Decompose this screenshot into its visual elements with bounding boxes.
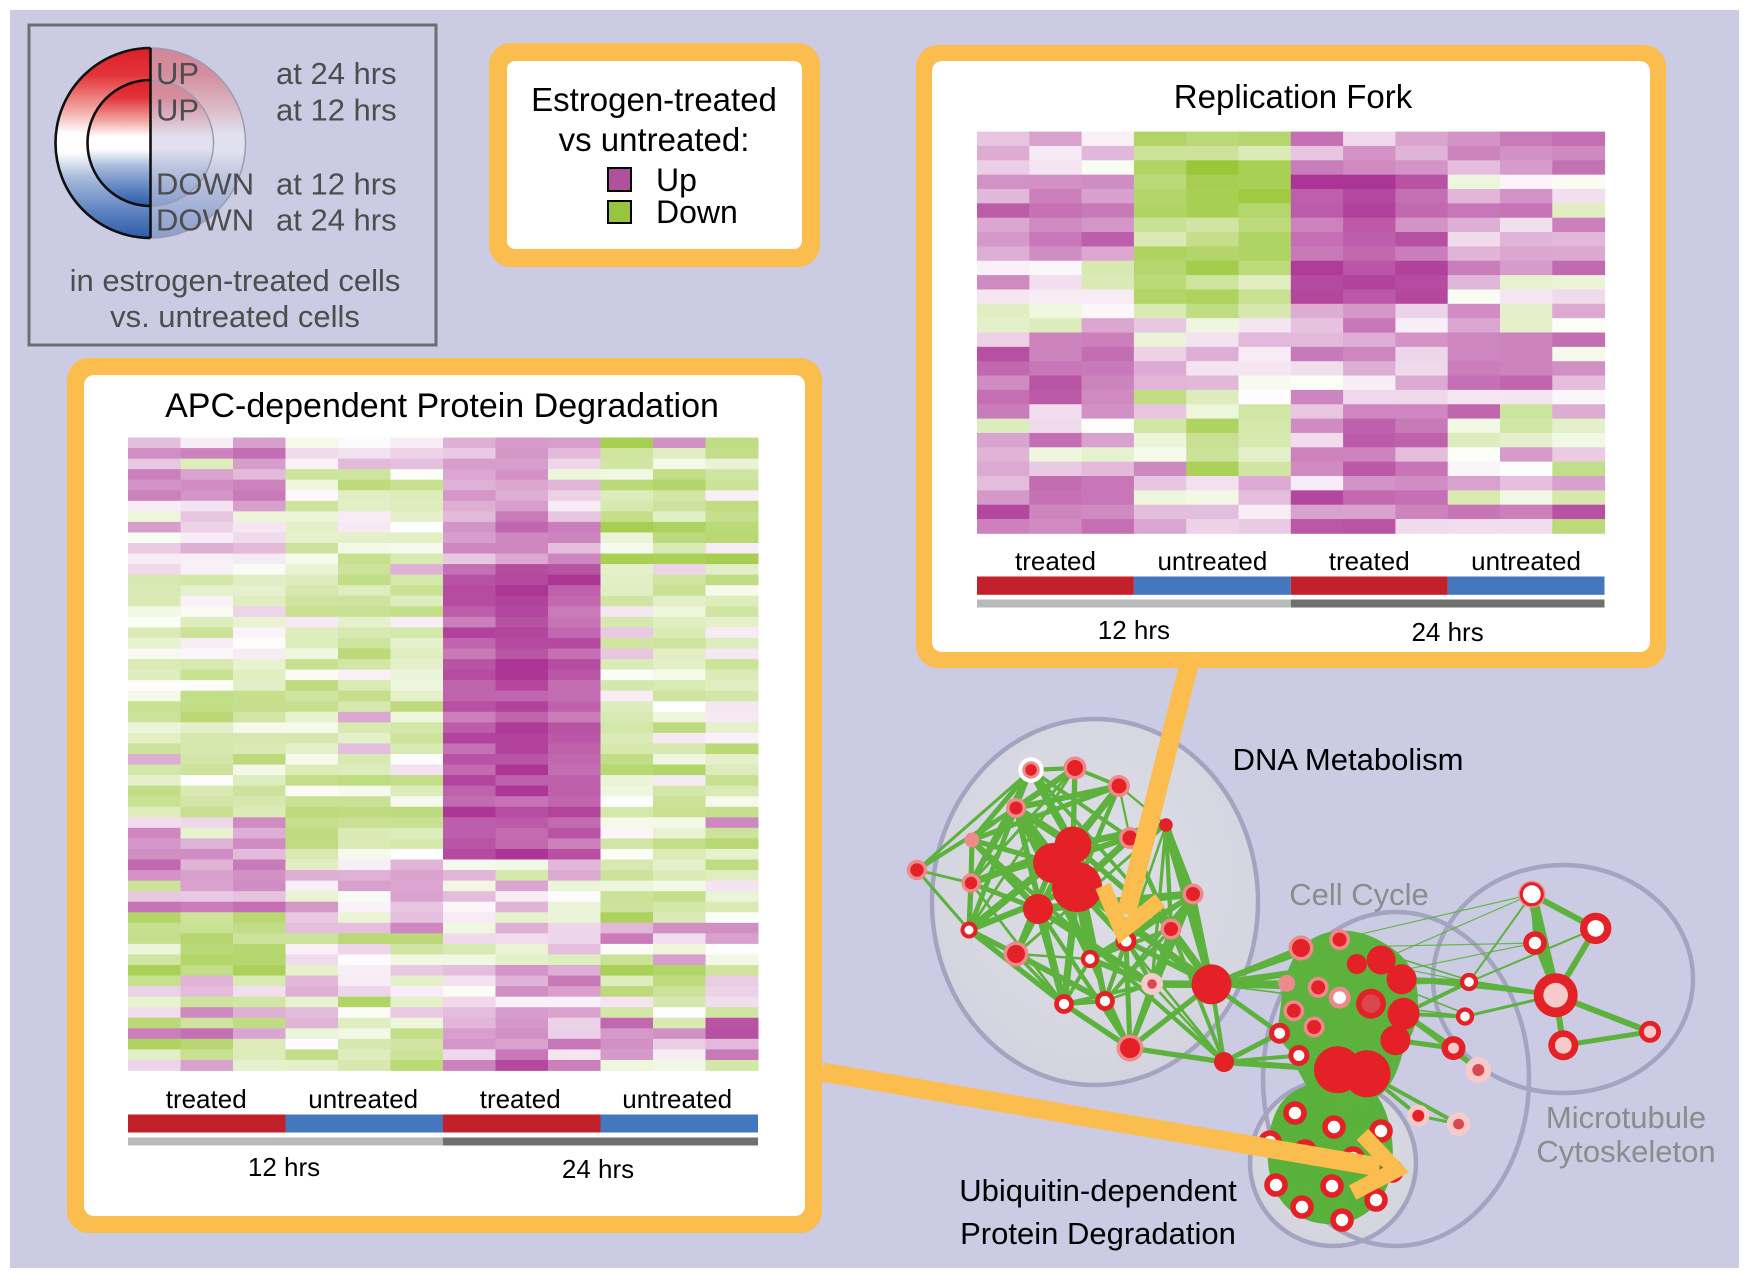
svg-text:at 24 hrs: at 24 hrs bbox=[276, 203, 397, 238]
svg-text:Cytoskeleton: Cytoskeleton bbox=[1536, 1134, 1715, 1169]
svg-text:Up: Up bbox=[656, 162, 697, 198]
svg-text:Estrogen-treated: Estrogen-treated bbox=[531, 81, 777, 118]
svg-text:Microtubule: Microtubule bbox=[1546, 1100, 1706, 1135]
svg-text:treated: treated bbox=[480, 1084, 561, 1114]
svg-text:DNA Metabolism: DNA Metabolism bbox=[1233, 742, 1464, 777]
svg-text:vs untreated:: vs untreated: bbox=[559, 121, 750, 158]
svg-text:at 24 hrs: at 24 hrs bbox=[276, 56, 397, 91]
svg-text:treated: treated bbox=[166, 1084, 247, 1114]
svg-text:24 hrs: 24 hrs bbox=[562, 1154, 634, 1184]
svg-text:at 12 hrs: at 12 hrs bbox=[276, 167, 397, 202]
svg-text:Cell Cycle: Cell Cycle bbox=[1289, 877, 1429, 912]
svg-text:DOWN: DOWN bbox=[156, 167, 254, 202]
svg-text:untreated: untreated bbox=[1471, 546, 1581, 576]
svg-text:treated: treated bbox=[1015, 546, 1096, 576]
svg-text:Ubiquitin-dependent: Ubiquitin-dependent bbox=[959, 1173, 1237, 1208]
svg-text:at 12 hrs: at 12 hrs bbox=[276, 93, 397, 128]
svg-text:24 hrs: 24 hrs bbox=[1411, 617, 1483, 647]
svg-text:12 hrs: 12 hrs bbox=[1098, 615, 1170, 645]
svg-text:UP: UP bbox=[156, 56, 199, 91]
svg-text:APC-dependent Protein Degradat: APC-dependent Protein Degradation bbox=[165, 387, 719, 425]
svg-text:untreated: untreated bbox=[622, 1084, 732, 1114]
svg-text:in estrogen-treated cells: in estrogen-treated cells bbox=[70, 263, 401, 298]
svg-text:DOWN: DOWN bbox=[156, 203, 254, 238]
svg-text:Protein Degradation: Protein Degradation bbox=[960, 1216, 1236, 1251]
svg-text:UP: UP bbox=[156, 93, 199, 128]
svg-text:untreated: untreated bbox=[308, 1084, 418, 1114]
svg-text:12 hrs: 12 hrs bbox=[248, 1152, 320, 1182]
svg-text:Down: Down bbox=[656, 194, 738, 230]
svg-text:Replication Fork: Replication Fork bbox=[1174, 78, 1413, 115]
svg-text:untreated: untreated bbox=[1157, 546, 1267, 576]
svg-text:treated: treated bbox=[1329, 546, 1410, 576]
svg-text:vs. untreated cells: vs. untreated cells bbox=[110, 299, 360, 334]
